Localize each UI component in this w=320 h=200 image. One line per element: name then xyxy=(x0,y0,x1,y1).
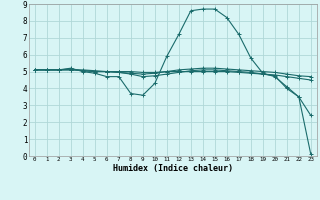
X-axis label: Humidex (Indice chaleur): Humidex (Indice chaleur) xyxy=(113,164,233,173)
